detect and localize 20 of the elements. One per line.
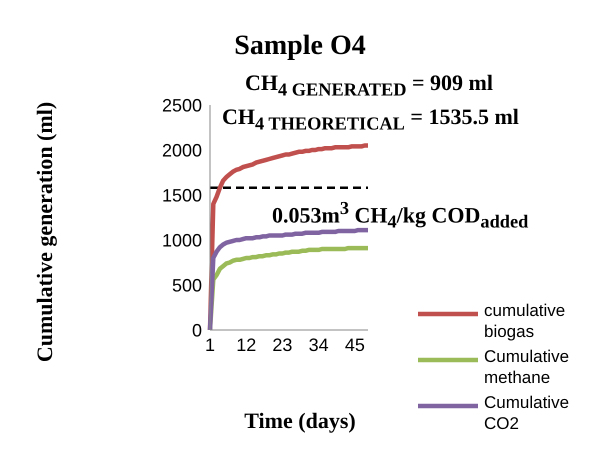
y-tick-label: 2000	[162, 140, 202, 160]
legend-label: Cumulative methane	[484, 346, 570, 388]
x-tick-label: 23	[272, 334, 292, 355]
y-tick-label: 1500	[162, 185, 202, 206]
legend-label: cumulative biogas	[484, 300, 566, 342]
y-tick-label: 1000	[162, 230, 202, 250]
annotation: 0.053m$^{3}$ CH$_{4}$/kg COD$_{added}$	[272, 198, 528, 233]
x-tick-label: 45	[344, 334, 365, 355]
y-tick-label: 2500	[162, 95, 202, 116]
annotation: CH$_{4 THEORETICAL}$ = 1535.5 ml	[222, 104, 519, 134]
x-tick-label: 1	[204, 334, 216, 355]
y-axis-title: Cumulative generation (ml)	[32, 102, 58, 362]
x-axis-title: Time (days)	[243, 408, 357, 434]
chart-title: Sample O4	[233, 30, 367, 62]
x-tick-label: 34	[308, 334, 329, 355]
x-tick-label: 12	[236, 334, 256, 355]
y-tick-label: 500	[172, 275, 202, 296]
text: CH$_{4 GENERATED}$ = 909 ml	[245, 70, 493, 100]
legend-label: Cumulative CO2	[484, 392, 570, 434]
y-tick-label: 0	[192, 320, 202, 340]
